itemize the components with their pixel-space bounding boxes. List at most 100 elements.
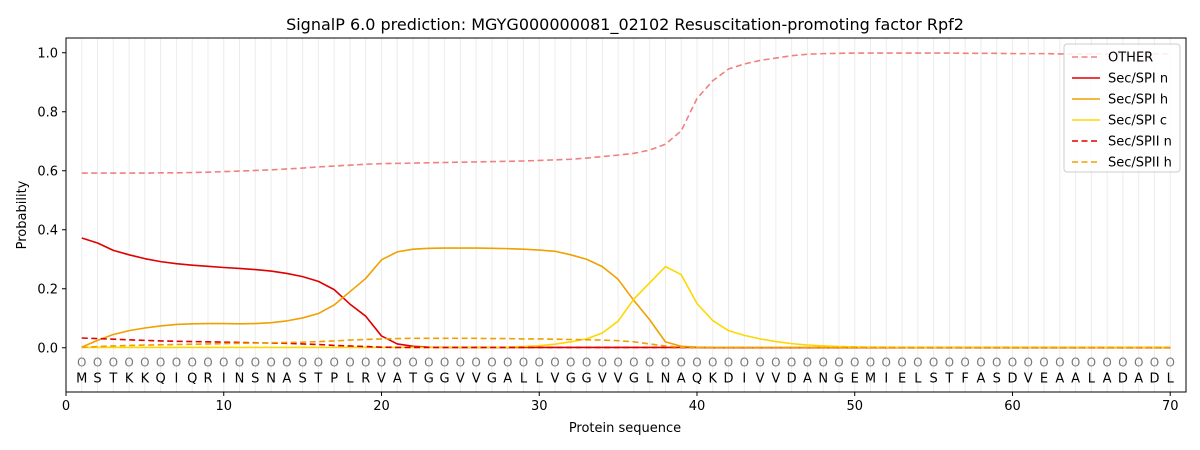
sequence-residue: G: [487, 371, 497, 386]
sequence-residue: Q: [156, 371, 166, 386]
region-marker: O: [471, 356, 480, 370]
region-marker: O: [235, 356, 244, 370]
region-marker: O: [1087, 356, 1096, 370]
sequence-residue: N: [235, 371, 245, 386]
sequence-residue: M: [865, 371, 876, 386]
sequence-residue: L: [914, 371, 922, 386]
sequence-residue: Q: [187, 371, 197, 386]
plot-area: OMOSOTOKOKOQOIOQOROIONOSONOAOSOTOPOLOROV…: [37, 37, 1187, 414]
sequence-residue: K: [125, 371, 134, 386]
region-marker: O: [755, 356, 764, 370]
sequence-residue: P: [330, 371, 338, 386]
legend-label: Sec/SPII h: [1108, 156, 1172, 171]
region-marker: O: [882, 356, 891, 370]
sequence-residue: V: [771, 371, 780, 386]
region-marker: O: [282, 356, 291, 370]
region-marker: O: [787, 356, 796, 370]
region-marker: O: [456, 356, 465, 370]
sequence-residue: D: [1007, 371, 1017, 386]
sequence-residue: A: [1134, 371, 1143, 386]
region-marker: O: [203, 356, 212, 370]
region-marker: O: [976, 356, 985, 370]
sequence-residue: L: [536, 371, 544, 386]
chart-title: SignalP 6.0 prediction: MGYG000000081_02…: [286, 15, 964, 35]
sequence-residue: D: [1118, 371, 1128, 386]
sequence-residue: E: [1040, 371, 1048, 386]
region-marker: O: [1039, 356, 1048, 370]
sequence-residue: V: [614, 371, 623, 386]
region-marker: O: [992, 356, 1001, 370]
region-marker: O: [393, 356, 402, 370]
region-marker: O: [661, 356, 670, 370]
region-marker: O: [724, 356, 733, 370]
region-marker: O: [77, 356, 86, 370]
region-marker: O: [550, 356, 559, 370]
region-marker: O: [377, 356, 386, 370]
region-marker: O: [818, 356, 827, 370]
region-marker: O: [629, 356, 638, 370]
sequence-residue: L: [1088, 371, 1096, 386]
region-marker: O: [913, 356, 922, 370]
x-tick-label: 40: [689, 399, 706, 414]
x-tick-label: 30: [531, 399, 548, 414]
sequence-residue: A: [503, 371, 512, 386]
region-marker: O: [771, 356, 780, 370]
sequence-residue: A: [1055, 371, 1064, 386]
region-marker: O: [109, 356, 118, 370]
region-marker: O: [834, 356, 843, 370]
sequence-residue: G: [566, 371, 576, 386]
series-line-sec-spii-h: [81, 337, 1171, 349]
region-marker: O: [1118, 356, 1127, 370]
region-marker: O: [156, 356, 165, 370]
sequence-residue: N: [661, 371, 671, 386]
sequence-residue: L: [346, 371, 354, 386]
region-marker: O: [361, 356, 370, 370]
x-tick-label: 10: [215, 399, 232, 414]
sequence-residue: S: [93, 371, 101, 386]
region-marker: O: [314, 356, 323, 370]
sequence-residue: D: [724, 371, 734, 386]
region-marker: O: [219, 356, 228, 370]
region-marker: O: [866, 356, 875, 370]
sequence-residue: V: [756, 371, 765, 386]
region-marker: O: [692, 356, 701, 370]
y-tick-label: 0.4: [37, 223, 58, 238]
region-marker: O: [345, 356, 354, 370]
sequence-residue: A: [282, 371, 291, 386]
sequence-residue: A: [1103, 371, 1112, 386]
region-marker: O: [424, 356, 433, 370]
sequence-residue: V: [551, 371, 560, 386]
legend-box: [1063, 43, 1181, 173]
legend: OTHER Sec/SPI n Sec/SPI h Sec/SPI c Sec/SPII…: [1063, 43, 1181, 173]
sequence-residue: D: [787, 371, 797, 386]
series-line-other: [81, 52, 1171, 174]
sequence-residue: F: [961, 371, 968, 386]
region-marker: O: [329, 356, 338, 370]
region-marker: O: [93, 356, 102, 370]
region-marker: O: [598, 356, 607, 370]
region-marker: O: [960, 356, 969, 370]
region-marker: O: [440, 356, 449, 370]
sequence-residue: G: [440, 371, 450, 386]
sequence-residue: S: [298, 371, 306, 386]
region-marker: O: [566, 356, 575, 370]
sequence-residue: I: [175, 371, 179, 386]
sequence-residue: M: [76, 371, 87, 386]
sequence-residue: S: [251, 371, 259, 386]
region-marker: O: [298, 356, 307, 370]
x-tick-label: 20: [373, 399, 390, 414]
sequence-residue: A: [1071, 371, 1080, 386]
x-tick-label: 60: [1004, 399, 1021, 414]
sequence-residue: K: [708, 371, 717, 386]
region-marker: O: [140, 356, 149, 370]
region-marker: O: [408, 356, 417, 370]
sequence-residue: A: [976, 371, 985, 386]
sequence-residue: L: [1167, 371, 1175, 386]
legend-label: Sec/SPII n: [1108, 135, 1172, 150]
y-tick-label: 0.2: [37, 282, 58, 297]
x-axis-label: Protein sequence: [569, 421, 681, 436]
sequence-residue: R: [361, 371, 370, 386]
x-tick-label: 50: [846, 399, 863, 414]
sequence-residue: L: [646, 371, 654, 386]
sequence-residue: A: [677, 371, 686, 386]
